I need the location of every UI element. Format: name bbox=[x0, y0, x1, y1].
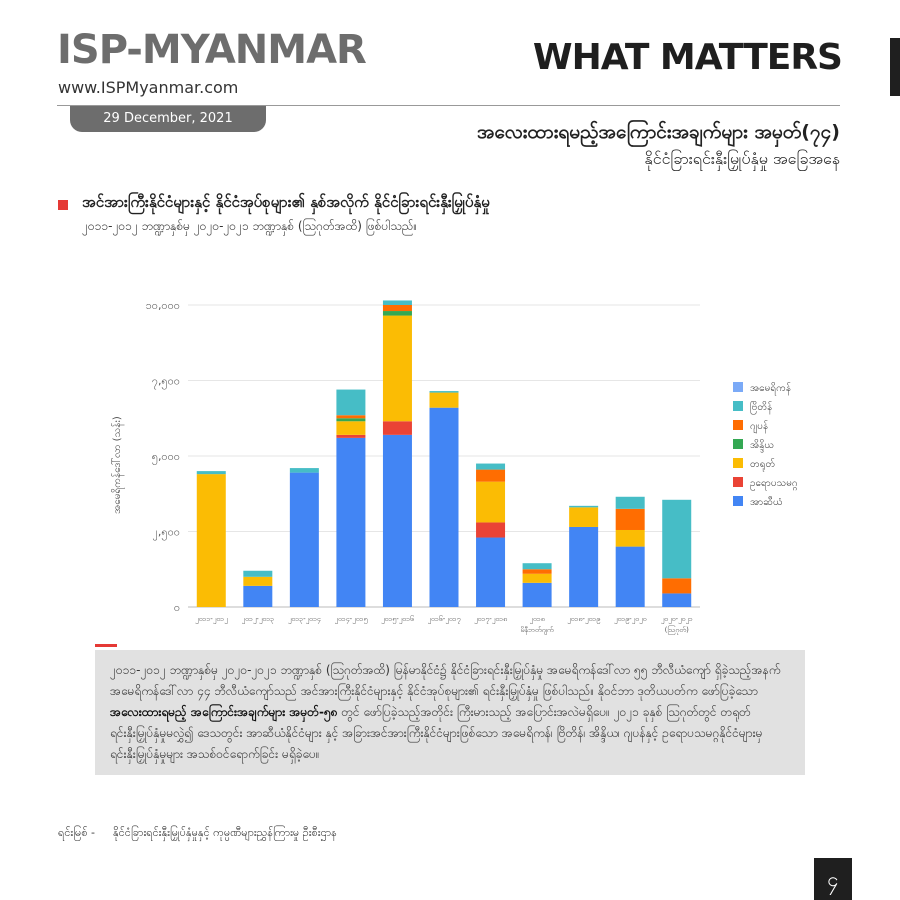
bar-segment bbox=[429, 392, 459, 408]
bar-segment bbox=[429, 391, 459, 393]
series-title: WHAT MATTERS bbox=[532, 37, 843, 78]
side-accent-bar bbox=[890, 38, 900, 96]
y-tick-label: ၅,၀၀၀ bbox=[152, 450, 180, 465]
bar-segment bbox=[615, 496, 645, 509]
x-tick-label: ၂၀၁၈ bbox=[528, 615, 544, 624]
note-text-2: တွင် ဖော်ပြခဲ့သည့်အတိုင်း ကြီးမားသည့် အပ… bbox=[110, 705, 763, 761]
y-tick-label: ၇,၅၀၀ bbox=[152, 375, 180, 390]
legend-swatch bbox=[733, 439, 743, 449]
legend-label: ဂျပန် bbox=[750, 419, 768, 434]
bar-segment bbox=[382, 434, 412, 607]
source-line: ရင်းမြစ် - နိုင်ငံခြားရင်းနှီးမြှုပ်နှံမှ… bbox=[58, 826, 355, 842]
stacked-bar-chart: ၀ ၂,၅၀၀ ၅,၀၀၀ ၇,၅၀၀ ၁၀,၀၀၀ ၂၀၁၁-၂၀၁၂ ၂၀၁၂-၂၀၁… bbox=[110, 299, 798, 635]
note-text-1: ၂၀၁၁-၂၀၁၂ ဘဏ္ဍာနှစ်မှ ၂၀၂၀-၂၀၂၁ ဘဏ္ဍာနှစ… bbox=[110, 663, 781, 698]
legend-swatch bbox=[733, 477, 743, 487]
legend-swatch bbox=[733, 401, 743, 411]
x-tick-label: ၂၀၁၂-၂၀၁၃ bbox=[241, 615, 275, 624]
legend-label: တရုတ် bbox=[750, 457, 775, 472]
y-tick-label: ၂,၅၀၀ bbox=[153, 526, 180, 541]
bar-segment bbox=[522, 569, 552, 574]
x-tick-label: ၂၀၁၃-၂၀၁၄ bbox=[287, 615, 321, 624]
page-title: အလေးထားရမည့်အကြောင်းအချက်များ အမှတ်(၇၄) bbox=[477, 121, 840, 143]
legend-swatch bbox=[733, 496, 743, 506]
bar-segment bbox=[382, 311, 412, 316]
note-text-bold: အလေးထားရမည့် အကြောင်းအချက်များ အမှတ်-၅၈ bbox=[110, 705, 338, 719]
page-number: ၄ bbox=[814, 858, 852, 900]
bar-segment bbox=[243, 570, 273, 577]
bar-segment bbox=[382, 315, 412, 422]
bar-segment bbox=[243, 576, 273, 586]
bar-segment bbox=[476, 537, 506, 607]
legend-label: အိန္ဒိယ bbox=[750, 438, 774, 453]
x-tick-label: ၂၀၁၆-၂၀၁၇ bbox=[426, 615, 460, 624]
header-divider bbox=[57, 105, 840, 106]
bar-segment bbox=[289, 468, 319, 473]
bar-segment bbox=[522, 573, 552, 583]
bar-segment bbox=[382, 421, 412, 435]
legend-label: အမေရိကန် bbox=[750, 381, 791, 396]
bar-segment bbox=[336, 434, 366, 438]
x-tick-label: မိနီဘတ်ဂျက် bbox=[521, 626, 555, 635]
bar-segment bbox=[243, 585, 273, 607]
y-axis-label: အမေရိကန်ဒေါ်လာ (သန်း) bbox=[110, 416, 125, 514]
y-tick-label: ၁၀,၀၀၀ bbox=[146, 299, 180, 312]
x-tick-label: ၂၀၁၈-၂၀၁၉ bbox=[566, 615, 600, 624]
x-tick-label: ၂၀၁၇-၂၀၁၈ bbox=[473, 615, 507, 624]
bar-segment bbox=[382, 305, 412, 312]
note-accent bbox=[95, 644, 117, 647]
x-tick-label: ၂၀၁၉-၂၀၂၀ bbox=[613, 615, 647, 624]
legend-label: ဗြိတိန် bbox=[750, 399, 772, 415]
bar-segment bbox=[615, 546, 645, 607]
date-badge: 29 December, 2021 bbox=[70, 106, 266, 132]
x-tick-label: (ဩဂုတ်) bbox=[665, 625, 689, 635]
bar-segment bbox=[336, 418, 366, 422]
bar-segment bbox=[196, 474, 226, 607]
y-tick-label: ၀ bbox=[174, 601, 180, 614]
x-tick-label: ၂၀၁၁-၂၀၁၂ bbox=[194, 615, 228, 624]
bar-segment bbox=[569, 505, 599, 508]
bar-segment bbox=[289, 472, 319, 607]
legend-label: ဥရောပသမဂ္ဂ bbox=[750, 478, 798, 492]
legend-label: အာဆီယံ bbox=[750, 495, 783, 508]
bar-segment bbox=[336, 421, 366, 435]
brand-logo: ISP-MYANMAR bbox=[57, 27, 367, 73]
x-tick-label: ၂၀၂၀-၂၀၂၁ bbox=[660, 615, 693, 624]
section-heading: အင်အားကြီးနိုင်ငံများနှင့် နိုင်ငံအုပ်စု… bbox=[82, 193, 490, 211]
bar-segment bbox=[615, 508, 645, 530]
legend-swatch bbox=[733, 382, 743, 392]
bar-segment bbox=[476, 469, 506, 482]
bar-segment bbox=[615, 529, 645, 547]
website-url[interactable]: www.ISPMyanmar.com bbox=[58, 78, 239, 97]
bar-segment bbox=[662, 499, 692, 579]
source-text: နိုင်ငံခြားရင်းနှီးမြှုပ်နှံမှုနှင့် ကုမ… bbox=[113, 826, 337, 839]
section-subheading: ၂၀၁၁-၂၀၁၂ ဘဏ္ဍာနှစ်မှ ၂၀၂၀-၂၀၂၁ ဘဏ္ဍာနှစ… bbox=[82, 219, 418, 233]
bar-segment bbox=[662, 578, 692, 594]
section-bullet bbox=[58, 200, 68, 210]
legend-swatch bbox=[733, 420, 743, 430]
page-subtitle: နိုင်ငံခြားရင်းနှီးမြှုပ်နှံမှု အခြေအနေ bbox=[644, 149, 840, 168]
bar-segment bbox=[476, 481, 506, 523]
bar-segment bbox=[522, 582, 552, 607]
bar-segment bbox=[476, 463, 506, 470]
bar-segment bbox=[336, 389, 366, 416]
bar-segment bbox=[522, 563, 552, 570]
legend-swatch bbox=[733, 458, 743, 468]
bar-segment bbox=[662, 593, 692, 607]
bar-segment bbox=[336, 415, 366, 419]
bar-segment bbox=[569, 507, 599, 527]
bar-segment bbox=[382, 300, 412, 305]
x-tick-label: ၂၀၁၅-၂၀၁၆ bbox=[380, 615, 414, 624]
note-box: ၂၀၁၁-၂၀၁၂ ဘဏ္ဍာနှစ်မှ ၂၀၂၀-၂၀၂၁ ဘဏ္ဍာနှစ… bbox=[95, 650, 805, 775]
bar-segment bbox=[336, 437, 366, 607]
x-tick-label: ၂၀၁၄-၂၀၁၅ bbox=[333, 615, 367, 624]
bar-segment bbox=[196, 471, 226, 475]
bar-segment bbox=[569, 526, 599, 607]
bar-segment bbox=[429, 407, 459, 607]
bar-segment bbox=[476, 522, 506, 538]
source-label: ရင်းမြစ် - bbox=[58, 826, 95, 839]
